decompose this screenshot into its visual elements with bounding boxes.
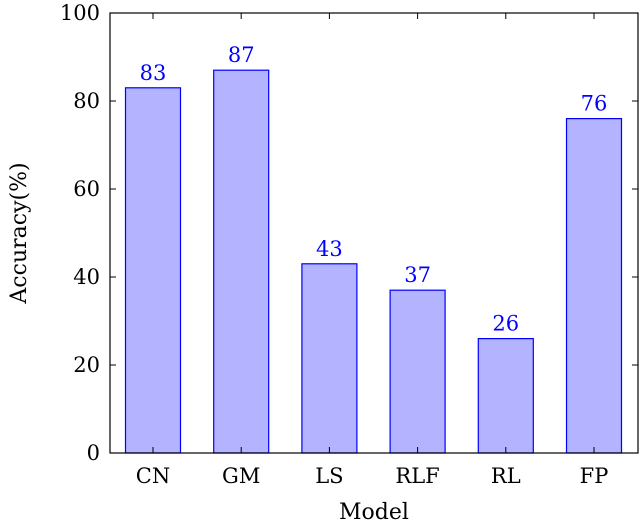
bar-cn [124, 87, 182, 454]
data-label: 37 [404, 263, 431, 287]
data-label: 43 [316, 237, 343, 261]
data-label: 83 [140, 61, 167, 85]
x-tick-label: LS [315, 464, 343, 488]
y-tick-label: 80 [73, 89, 100, 113]
x-tick-labels: CN GM LS RLF RL FP [136, 464, 609, 488]
plot-frame [109, 12, 639, 454]
y-tick-labels: 0 20 40 60 80 100 [60, 1, 100, 465]
x-axis-title: Model [339, 500, 409, 523]
x-tick-label: GM [222, 464, 260, 488]
y-tick-label: 60 [73, 177, 100, 201]
ticks-layer [110, 12, 638, 454]
bar-fp [565, 117, 623, 454]
bar-gm [213, 69, 270, 454]
x-tick-label: FP [580, 464, 609, 488]
y-tick-label: 20 [73, 353, 100, 377]
data-label: 26 [492, 312, 519, 336]
bars-layer [124, 69, 623, 454]
x-tick-label: RLF [395, 464, 439, 488]
y-tick-label: 0 [87, 441, 100, 465]
bar-rlf [389, 289, 446, 454]
y-tick-label: 100 [60, 1, 100, 25]
data-label: 87 [228, 43, 255, 67]
data-label: 76 [581, 92, 608, 116]
data-labels: 83 87 43 37 26 76 [140, 43, 608, 335]
y-axis-title: Accuracy(%) [7, 162, 32, 304]
x-tick-label: CN [136, 464, 170, 488]
bar-rl [477, 338, 534, 454]
x-tick-label: RL [491, 464, 521, 488]
bar-ls [301, 263, 358, 454]
y-tick-label: 40 [73, 265, 100, 289]
